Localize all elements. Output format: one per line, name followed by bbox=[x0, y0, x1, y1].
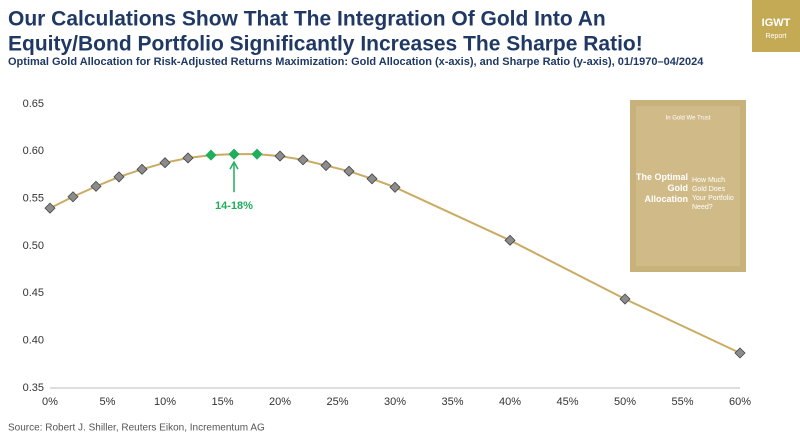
marker bbox=[90, 180, 102, 192]
chart-title: Our Calculations Show That The Integrati… bbox=[8, 8, 606, 31]
book-cover: In Gold We Trust The Optimal Gold Alloca… bbox=[630, 100, 746, 272]
marker bbox=[504, 234, 516, 246]
marker bbox=[343, 165, 355, 177]
x-tick-label: 45% bbox=[556, 396, 578, 408]
marker bbox=[136, 163, 148, 175]
annotation: 14-18% bbox=[215, 200, 253, 212]
annotation-arrowhead bbox=[229, 160, 239, 170]
x-tick-label: 30% bbox=[384, 396, 406, 408]
chart-subtitle: Optimal Gold Allocation for Risk-Adjuste… bbox=[8, 56, 704, 68]
logo-box bbox=[752, 0, 800, 52]
book-title: The Optimal Gold Allocation bbox=[635, 172, 688, 204]
x-tick-label: 5% bbox=[100, 396, 116, 408]
book-question-box: How Much Gold Does Your Portfolio Need? bbox=[692, 177, 734, 211]
x-tick-label: 0% bbox=[42, 396, 58, 408]
marker bbox=[159, 157, 171, 169]
marker bbox=[366, 173, 378, 185]
x-tick-label: 20% bbox=[269, 396, 291, 408]
y-tick-label: 0.40 bbox=[23, 335, 44, 347]
marker bbox=[734, 347, 746, 359]
marker bbox=[113, 171, 125, 183]
x-tick-label: 15% bbox=[211, 396, 233, 408]
y-tick-label: 0.55 bbox=[23, 193, 44, 205]
marker bbox=[389, 181, 401, 193]
y-tick-label: 0.60 bbox=[23, 145, 44, 157]
x-tick-label: 10% bbox=[154, 396, 176, 408]
y-tick-label: 0.45 bbox=[23, 287, 44, 299]
marker bbox=[44, 202, 56, 214]
source: Source: Robert J. Shiller, Reuters Eikon… bbox=[8, 423, 265, 434]
logo-tagline: Report bbox=[765, 33, 786, 40]
marker bbox=[228, 148, 240, 160]
x-tick-label: 25% bbox=[326, 396, 348, 408]
y-tick-label: 0.65 bbox=[23, 98, 44, 110]
x-tick-label: 60% bbox=[729, 396, 751, 408]
marker bbox=[320, 159, 332, 172]
marker bbox=[182, 152, 194, 164]
book-title-box: The Optimal Gold Allocation bbox=[635, 172, 688, 204]
marker bbox=[274, 150, 286, 162]
logo-name: IGWT bbox=[762, 17, 791, 29]
chart-title: Equity/Bond Portfolio Significantly Incr… bbox=[8, 33, 643, 56]
marker bbox=[297, 154, 309, 166]
book-texture bbox=[636, 106, 740, 266]
logo: IGWT Report bbox=[752, 0, 800, 52]
marker bbox=[205, 149, 217, 161]
y-tick-label: 0.35 bbox=[23, 382, 44, 394]
y-tick-label: 0.50 bbox=[23, 240, 44, 252]
x-tick-label: 35% bbox=[441, 396, 463, 408]
book-brand: In Gold We Trust bbox=[666, 116, 711, 122]
x-tick-label: 50% bbox=[614, 396, 636, 408]
x-tick-label: 55% bbox=[671, 396, 693, 408]
x-tick-label: 40% bbox=[499, 396, 521, 408]
marker bbox=[619, 293, 631, 305]
book-question: How Much Gold Does Your Portfolio Need? bbox=[692, 177, 734, 211]
marker bbox=[67, 191, 79, 203]
marker bbox=[251, 148, 263, 160]
